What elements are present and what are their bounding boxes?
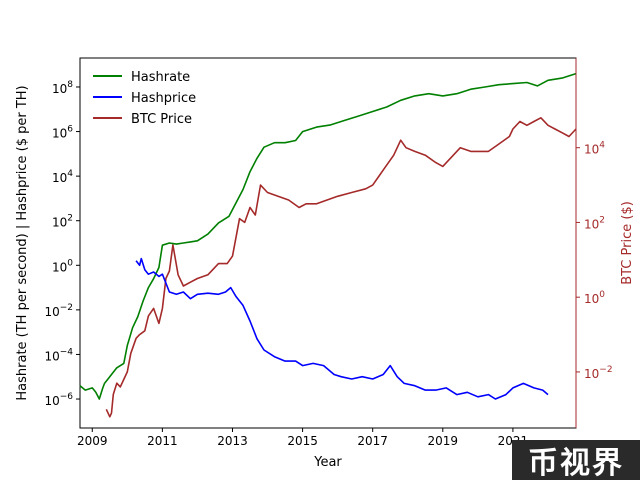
x-axis-label: Year <box>313 455 342 470</box>
x-tick-label: 2017 <box>357 434 388 448</box>
series-layer <box>79 72 577 418</box>
x-tick-label: 2009 <box>77 434 108 448</box>
y-right-tick-label: 100 <box>584 290 605 306</box>
y-right-tick-label: 104 <box>584 141 605 157</box>
legend-label: Hashrate <box>131 70 190 85</box>
watermark-logo: 币视界 <box>512 440 640 481</box>
y-left-tick-label: 104 <box>52 169 73 185</box>
y-axis-right: 10−2 100 102 104 <box>575 58 613 428</box>
legend-label: BTC Price <box>131 112 192 127</box>
plot-area: 2009201120132015201720192021 10−610−410−… <box>44 57 613 448</box>
x-tick-label: 2013 <box>217 434 248 448</box>
x-tick-label: 2011 <box>147 434 178 448</box>
y-left-tick-label: 10−6 <box>44 392 73 408</box>
x-tick-label: 2019 <box>428 434 459 448</box>
y-left-tick-label: 108 <box>52 80 73 96</box>
x-tick-label: 2015 <box>287 434 318 448</box>
series-line-hashrate <box>79 72 577 400</box>
y-left-tick-label: 102 <box>52 214 73 230</box>
y-left-tick-label: 10−4 <box>44 347 73 363</box>
legend-label: Hashprice <box>131 91 196 106</box>
y-axis-left-label: Hashrate (TH per second) | Hashprice ($ … <box>15 85 30 400</box>
legend: Hashrate Hashprice BTC Price <box>93 70 196 127</box>
y-left-tick-label: 106 <box>52 125 73 141</box>
y-right-tick-label: 102 <box>584 215 605 231</box>
series-line-hashprice <box>135 257 549 400</box>
y-left-tick-label: 10−2 <box>44 303 73 319</box>
x-axis: 2009201120132015201720192021 <box>77 428 528 448</box>
y-axis-left: 10−6 10−4 10−2 100 102 104 106 108 <box>44 80 80 408</box>
y-right-tick-label: 10−2 <box>584 365 613 381</box>
y-left-tick-label: 100 <box>52 258 73 274</box>
y-axis-right-label: BTC Price ($) <box>620 201 635 285</box>
series-line-btc-price <box>105 117 577 418</box>
